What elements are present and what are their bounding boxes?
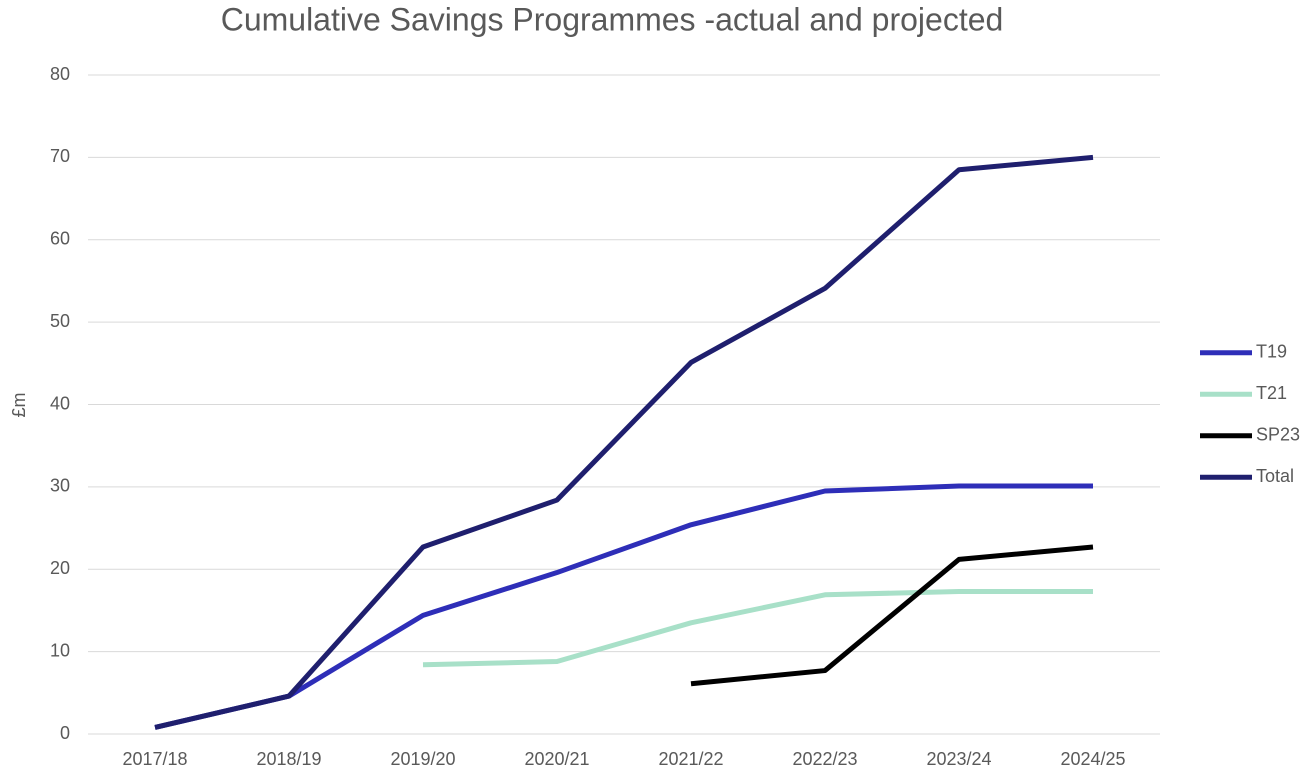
- x-tick-label: 2024/25: [1060, 749, 1125, 769]
- x-tick-label: 2023/24: [926, 749, 991, 769]
- x-tick-label: 2021/22: [658, 749, 723, 769]
- y-axis-label: £m: [9, 392, 29, 417]
- series-line: [154, 483, 1093, 730]
- y-tick-label: 40: [50, 393, 70, 413]
- x-tick-label: 2018/19: [256, 749, 321, 769]
- series-line: [690, 544, 1094, 687]
- legend-label: Total: [1256, 466, 1294, 486]
- y-tick-label: 80: [50, 64, 70, 84]
- x-tick-label: 2022/23: [792, 749, 857, 769]
- y-tick-label: 0: [60, 723, 70, 743]
- chart-title: Cumulative Savings Programmes -actual an…: [221, 1, 1004, 37]
- y-tick-label: 70: [50, 146, 70, 166]
- x-tick-label: 2019/20: [390, 749, 455, 769]
- y-tick-label: 30: [50, 476, 70, 496]
- legend-label: T21: [1256, 383, 1287, 403]
- legend-label: T19: [1256, 342, 1287, 362]
- legend-label: SP23: [1256, 425, 1300, 445]
- y-tick-label: 50: [50, 311, 70, 331]
- x-tick-label: 2017/18: [122, 749, 187, 769]
- y-tick-label: 20: [50, 558, 70, 578]
- y-tick-label: 60: [50, 229, 70, 249]
- x-tick-label: 2020/21: [524, 749, 589, 769]
- series-line: [422, 588, 1093, 668]
- series-line: [154, 154, 1094, 730]
- y-tick-label: 10: [50, 640, 70, 660]
